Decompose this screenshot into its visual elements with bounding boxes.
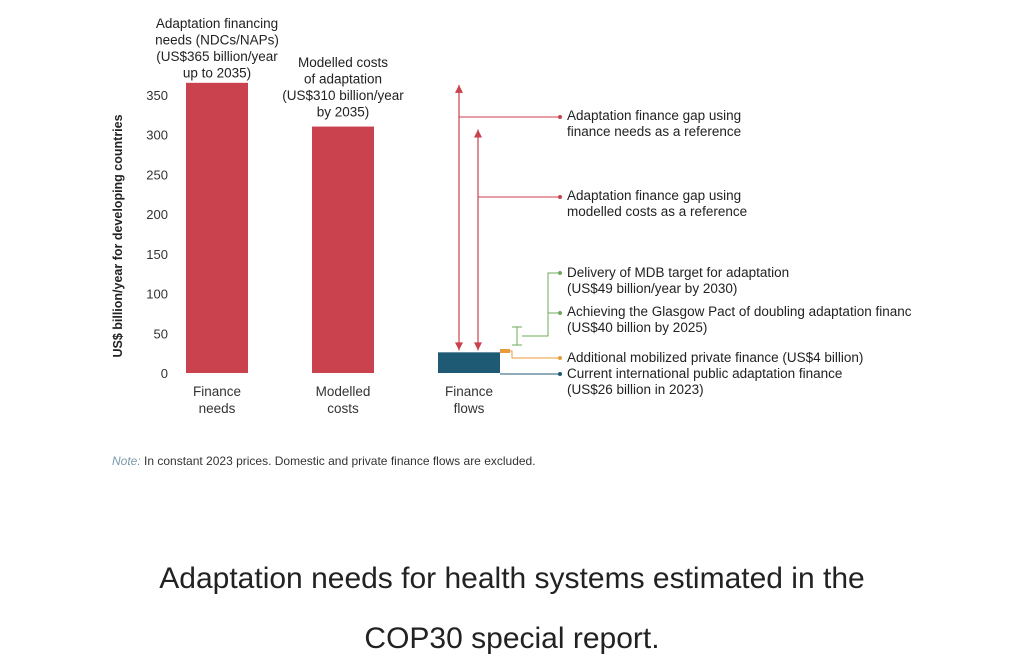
bar-3 bbox=[438, 352, 500, 373]
y-tick-label: 250 bbox=[146, 167, 168, 182]
annotation-text: Adaptation finance gap using finance need… bbox=[567, 108, 741, 139]
bar-value-label: Modelled costs of adaptation (US$310 billi… bbox=[282, 55, 404, 120]
gap-arrow-costs-head-bottom bbox=[474, 342, 482, 351]
x-category-label: Finance flows bbox=[445, 384, 493, 416]
gap-arrow-costs-head-top bbox=[474, 129, 482, 138]
y-axis: 0 50 100 150 200 250 300 350 US$ billion/year fo… bbox=[111, 88, 168, 381]
bars: Finance needs Adaptation financing needs (N… bbox=[155, 16, 500, 416]
annotation-text: Current international public adaptation … bbox=[567, 366, 842, 397]
connector-private bbox=[510, 350, 560, 359]
y-tick-label: 350 bbox=[146, 88, 168, 103]
y-tick-label: 300 bbox=[146, 128, 168, 143]
y-tick-label: 50 bbox=[154, 326, 168, 341]
connector-mdb bbox=[547, 272, 560, 336]
annotation-text: Adaptation finance gap using modelled cos… bbox=[567, 188, 747, 219]
annotation-text: Achieving the Glasgow Pact of doubling a… bbox=[567, 304, 912, 335]
y-axis-label: US$ billion/year for developing countrie… bbox=[111, 114, 125, 357]
x-category-label: Modelled costs bbox=[316, 384, 371, 416]
y-tick-label: 100 bbox=[146, 287, 168, 302]
bar-2 bbox=[312, 126, 374, 373]
note: Note: In constant 2023 prices. Domestic … bbox=[112, 454, 536, 468]
note-text: Note: In constant 2023 prices. Domestic … bbox=[112, 454, 536, 468]
bar-1 bbox=[186, 82, 248, 373]
gap-arrows bbox=[455, 84, 482, 351]
gap-arrow-needs-head-bottom bbox=[455, 342, 463, 351]
caption-line-1: Adaptation needs for health systems esti… bbox=[159, 562, 865, 595]
y-tick-label: 200 bbox=[146, 207, 168, 222]
y-tick-label: 0 bbox=[161, 366, 168, 381]
x-category-label: Finance needs bbox=[193, 384, 241, 416]
connector-glasgow bbox=[522, 312, 560, 337]
annotation-text: Additional mobilized private finance (US… bbox=[567, 350, 863, 365]
gap-arrow-needs-head-top bbox=[455, 84, 463, 93]
y-tick-label: 150 bbox=[146, 247, 168, 262]
caption-line-2: COP30 special report. bbox=[364, 622, 660, 655]
private-finance-marker bbox=[500, 349, 510, 353]
bar-value-label: Adaptation financing needs (NDCs/NAPs) (US… bbox=[155, 16, 279, 81]
annotation-text: Delivery of MDB target for adaptation (US… bbox=[567, 265, 789, 296]
chart: 0 50 100 150 200 250 300 350 US$ billion/year fo… bbox=[111, 16, 912, 468]
annotations: Adaptation finance gap using finance need… bbox=[459, 108, 912, 397]
